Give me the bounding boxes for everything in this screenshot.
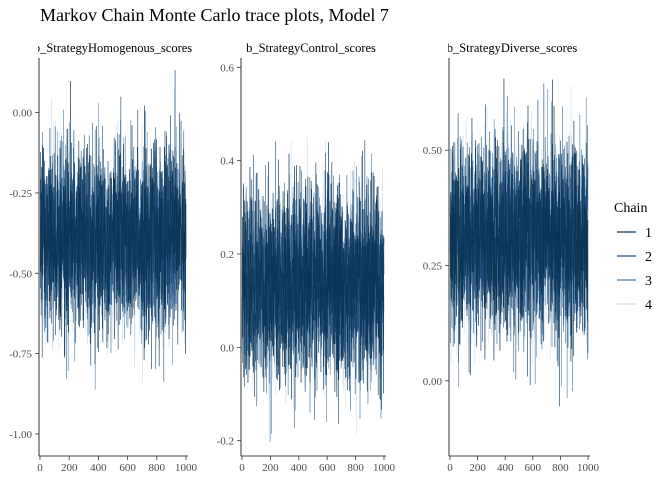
x-tick-label: 1000 (175, 462, 198, 474)
y-tick-label: 0.00 (13, 108, 33, 120)
x-tick-label: 600 (119, 462, 136, 474)
y-tick-label: 0.0 (220, 342, 234, 354)
y-tick-label: -0.50 (9, 268, 32, 280)
y-tick-label: 0.00 (423, 376, 443, 388)
panel-diverse: b_StrategyDiverse_scores 0.00 0.25 0.50 0 200… (423, 41, 600, 474)
strip-label-0: b_StrategyHomogenous_scores (34, 41, 192, 55)
legend-label-4: 4 (645, 298, 652, 313)
y-tick-label: 0.6 (220, 62, 234, 74)
panel-homogenous: b_StrategyHomogenous_scores -1.00 -0.75 -0.… (9, 41, 197, 474)
trace-chain-1-panel-2 (449, 78, 589, 386)
x-tick-label: 400 (291, 462, 308, 474)
x-tick-label: 0 (37, 462, 43, 474)
x-tick-label: 400 (90, 462, 107, 474)
x-tick-label: 1000 (373, 462, 396, 474)
x-tick-label: 0 (239, 462, 245, 474)
x-tick-label: 600 (525, 462, 542, 474)
strip-label-2: b_StrategyDiverse_scores (447, 41, 578, 55)
legend-label-3: 3 (645, 274, 652, 289)
x-tick-label: 200 (262, 462, 279, 474)
y-tick-label: -0.25 (9, 188, 32, 200)
x-tick-label: 800 (149, 462, 166, 474)
y-tick-label: -0.2 (217, 436, 234, 448)
y-tick-label: -1.00 (9, 429, 32, 441)
x-tick-label: 600 (319, 462, 336, 474)
x-tick-label: 0 (447, 462, 453, 474)
legend-label-2: 2 (645, 250, 652, 265)
y-tick-label: -0.75 (9, 349, 32, 361)
y-tick-label: 0.2 (220, 249, 234, 261)
x-tick-label: 800 (552, 462, 569, 474)
x-tick-label: 200 (469, 462, 486, 474)
x-tick-label: 200 (61, 462, 78, 474)
panel-control: b_StrategyControl_scores -0.2 0.0 0.2 0.4 0.6… (217, 41, 396, 474)
legend-label-1: 1 (645, 226, 652, 241)
x-tick-label: 400 (497, 462, 514, 474)
trace-chain-1-panel-0 (39, 81, 187, 370)
x-tick-label: 800 (347, 462, 364, 474)
legend-title: Chain (614, 201, 647, 216)
trace-chain-1-panel-1 (241, 140, 385, 424)
y-tick-label: 0.50 (423, 145, 443, 157)
chart-title: Markov Chain Monte Carlo trace plots, Mo… (40, 5, 389, 25)
strip-label-1: b_StrategyControl_scores (246, 41, 376, 55)
x-tick-label: 1000 (577, 462, 600, 474)
y-tick-label: 0.4 (220, 156, 234, 168)
y-tick-label: 0.25 (423, 261, 443, 273)
legend: Chain 1 2 3 4 (614, 201, 652, 313)
